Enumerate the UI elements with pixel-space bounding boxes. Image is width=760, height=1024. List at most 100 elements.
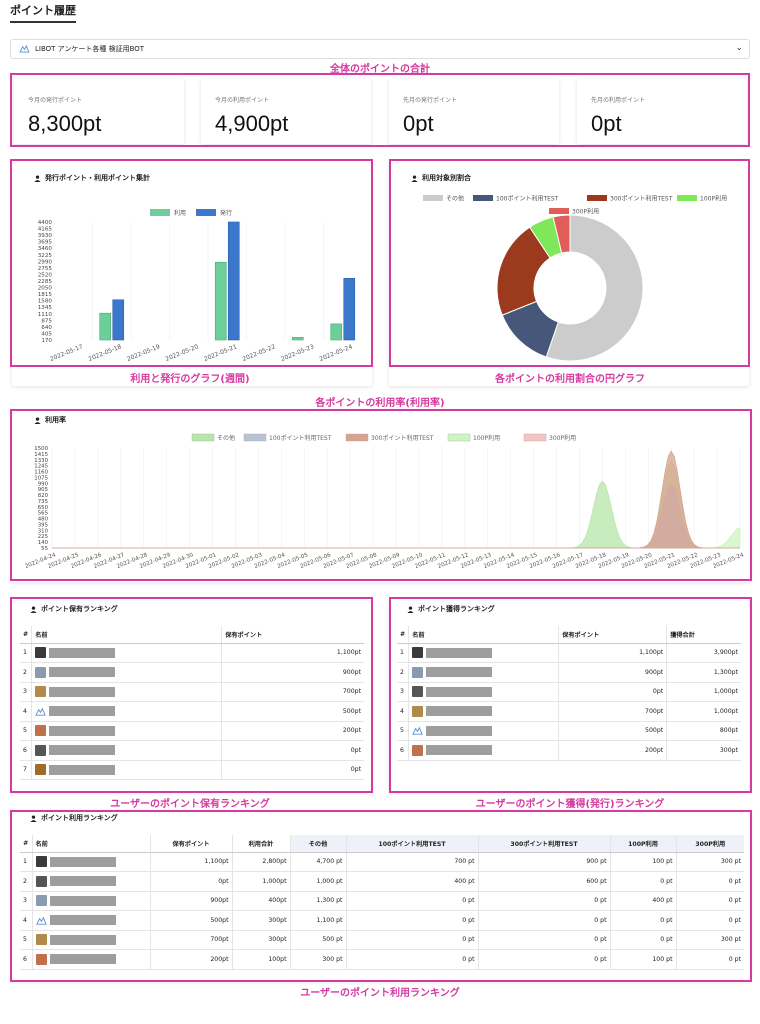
highlight-usage (10, 810, 752, 982)
y-tick-label: 4400 (38, 220, 53, 226)
col-name: 名前 (31, 626, 222, 644)
table-row: 6 0pt (20, 740, 364, 761)
earned-total: 1,300pt (666, 662, 741, 683)
user-cell (408, 701, 559, 722)
avatar (412, 647, 424, 659)
user-icon (34, 416, 41, 424)
stat-label: 今月の利用ポイント (215, 97, 270, 104)
y-tick-label: 650 (38, 505, 49, 511)
points: 900pt (221, 662, 364, 683)
y-tick-label: 2990 (38, 259, 53, 265)
bar-card-title: 発行ポイント・利用ポイント集計 (45, 174, 150, 182)
usage-points: 200pt (149, 949, 232, 970)
usage-t300: 600 pt (477, 871, 610, 892)
col-p100: 100P利用 (609, 835, 676, 853)
avatar (35, 875, 47, 887)
usage-p300: 0 pt (675, 871, 744, 892)
points: 500pt (221, 701, 364, 722)
avatar (35, 895, 47, 907)
y-tick-label: 820 (38, 493, 49, 499)
bar-chart-card: 発行ポイント・利用ポイント集計 利用 発行 4400 4165 3930 3695 3460… (12, 160, 372, 386)
earned-ranking-card: ポイント獲得ランキング # 名前 保有ポイント 獲得合計 1 1,100pt 3,9… (389, 598, 749, 792)
user-cell (31, 721, 222, 741)
earned-total: 1,000pt (666, 682, 741, 702)
stat-card-issued-last-month: 先月の発行ポイント 0pt (389, 79, 559, 144)
y-tick-label: 3930 (38, 233, 53, 239)
user-cell (408, 643, 559, 663)
table-row: 2 900pt (20, 662, 364, 683)
y-tick-label: 225 (38, 534, 48, 540)
earned-card-title: ポイント獲得ランキング (418, 605, 495, 613)
y-tick-label: 905 (38, 487, 48, 493)
rank: 2 (20, 871, 32, 892)
redacted-name (49, 647, 116, 658)
user-cell (408, 682, 559, 702)
annotation-weekly-graph: 利用と発行のグラフ(週間) (130, 374, 250, 385)
slice-300ポイント利用TEST (496, 226, 551, 316)
bot-logo-icon (19, 45, 30, 53)
bot-select[interactable]: LIBOT アンケート各種 検証用BOT ⌄ (10, 39, 750, 59)
legend-label: 100P利用 (700, 195, 727, 203)
bot-logo-icon (35, 916, 47, 925)
rank: 6 (20, 949, 32, 970)
rank: 2 (397, 662, 409, 683)
holding-card-title: ポイント保有ランキング (41, 605, 118, 613)
redacted-name (426, 725, 493, 736)
table-row: 5 200pt (20, 721, 364, 741)
avatar (412, 744, 424, 756)
redacted-name (426, 667, 493, 678)
avatar (35, 934, 47, 946)
user-icon (407, 605, 414, 613)
bar-legend: 利用 発行 (150, 209, 232, 217)
points: 200pt (558, 740, 667, 761)
redacted-name (49, 745, 116, 756)
user-cell (408, 721, 559, 741)
col-points: 保有ポイント (221, 626, 364, 644)
rank: 1 (20, 643, 32, 663)
y-tick-label: 55 (41, 546, 48, 552)
col-test100: 100ポイント利用TEST (345, 835, 478, 853)
user-icon (30, 814, 37, 822)
y-tick-label: 3460 (38, 246, 53, 252)
annotation-earned-rank: ユーザーのポイント獲得(発行)ランキング (475, 799, 665, 810)
table-row: 3 700pt (20, 682, 364, 702)
usage-used: 2,800pt (231, 852, 290, 872)
user-cell (31, 949, 150, 970)
usage-other: 1,300 pt (289, 891, 346, 911)
redacted-name (49, 876, 116, 887)
user-icon (411, 174, 418, 182)
stat-value: 0pt (591, 111, 622, 136)
usage-p300: 300 pt (675, 852, 744, 872)
legend-swatch (243, 433, 267, 442)
annotation-total: 全体のポイントの合計 (330, 64, 430, 75)
usage-table: # 名前 保有ポイント 利用合計 その他 100ポイント利用TEST 300ポイ… (20, 835, 744, 970)
earned-total: 1,000pt (666, 701, 741, 722)
rate-card-title: 利用率 (45, 416, 66, 424)
legend-label: 100ポイント利用TEST (269, 434, 332, 442)
usage-points: 0pt (149, 871, 232, 892)
highlight-bar-chart (10, 159, 373, 367)
legend-label: 利用 (174, 209, 186, 217)
legend-label: 300P利用 (549, 434, 576, 442)
redacted-name (426, 686, 493, 697)
table-row: 2 0pt 1,000pt 1,000 pt 400 pt 600 pt 0 pt 0 pt (20, 871, 744, 892)
stat-value: 8,300pt (28, 111, 102, 136)
user-icon (34, 174, 41, 182)
usage-card-header: ポイント利用ランキング (30, 813, 118, 823)
usage-p100: 400 pt (609, 891, 676, 911)
usage-points: 500pt (149, 910, 232, 931)
y-tick-label: 310 (38, 528, 49, 534)
avatar (412, 666, 424, 678)
usage-p300: 0 pt (675, 891, 744, 911)
earned-total: 800pt (666, 721, 741, 741)
legend-swatch (191, 433, 215, 442)
slice-300P利用 (552, 214, 571, 254)
legend-swatch (196, 209, 216, 216)
earned-table: # 名前 保有ポイント 獲得合計 1 1,100pt 3,900pt 2 900pt 1,… (397, 626, 741, 761)
page-title: ポイント履歴 (10, 2, 76, 23)
points: 1,100pt (221, 643, 364, 663)
legend-label: 100ポイント利用TEST (496, 195, 559, 203)
usage-p100: 0 pt (609, 871, 676, 892)
user-cell (31, 760, 222, 780)
stat-label: 先月の発行ポイント (403, 97, 458, 104)
